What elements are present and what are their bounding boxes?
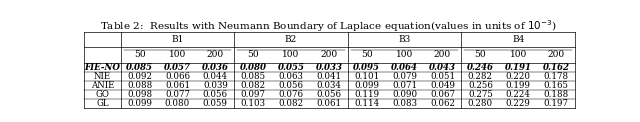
Text: 100: 100 [509,50,527,59]
Text: 0.197: 0.197 [543,99,568,108]
Text: 0.188: 0.188 [543,90,569,99]
Text: 0.080: 0.080 [240,63,267,72]
Text: 0.033: 0.033 [316,63,342,72]
Text: 0.229: 0.229 [506,99,531,108]
Text: 0.056: 0.056 [203,90,228,99]
Text: 50: 50 [361,50,372,59]
Text: Table 2:  Results with Neumann Boundary of Laplace equation(values in units of $: Table 2: Results with Neumann Boundary o… [99,18,557,34]
Text: B2: B2 [285,35,297,44]
Text: 0.275: 0.275 [468,90,493,99]
Text: GO: GO [95,90,109,99]
Text: 0.101: 0.101 [354,72,380,81]
Text: 0.282: 0.282 [468,72,493,81]
Text: 0.055: 0.055 [278,63,305,72]
Text: 200: 200 [434,50,451,59]
Text: 0.067: 0.067 [430,90,455,99]
Text: 0.049: 0.049 [430,81,455,90]
Text: 0.034: 0.034 [316,81,341,90]
Text: 100: 100 [396,50,413,59]
Text: 0.041: 0.041 [316,72,342,81]
Text: 0.082: 0.082 [278,99,303,108]
Text: 50: 50 [474,50,486,59]
Text: 0.064: 0.064 [391,63,418,72]
Text: 0.077: 0.077 [165,90,190,99]
Text: 50: 50 [248,50,259,59]
Text: 0.080: 0.080 [165,99,190,108]
Text: 0.036: 0.036 [202,63,229,72]
Text: 0.056: 0.056 [316,90,341,99]
Text: B4: B4 [512,35,524,44]
Text: NIE: NIE [93,72,111,81]
Text: 0.044: 0.044 [203,72,228,81]
Text: 0.178: 0.178 [543,72,568,81]
Text: 200: 200 [547,50,564,59]
Text: 0.088: 0.088 [127,81,152,90]
Text: 0.066: 0.066 [165,72,190,81]
Text: 0.085: 0.085 [241,72,266,81]
Text: B1: B1 [172,35,184,44]
Text: 0.280: 0.280 [468,99,493,108]
Text: 0.083: 0.083 [392,99,417,108]
Text: 0.056: 0.056 [278,81,303,90]
Text: 0.051: 0.051 [430,72,455,81]
Text: 50: 50 [134,50,145,59]
Text: 0.057: 0.057 [164,63,191,72]
Text: 0.095: 0.095 [353,63,380,72]
Text: 0.246: 0.246 [467,63,494,72]
Text: 0.092: 0.092 [127,72,152,81]
Text: 200: 200 [207,50,224,59]
Text: 0.191: 0.191 [505,63,532,72]
Text: 0.256: 0.256 [468,81,493,90]
Text: 0.079: 0.079 [392,72,417,81]
Text: 100: 100 [169,50,186,59]
Text: 0.097: 0.097 [241,90,266,99]
Text: 0.099: 0.099 [127,99,152,108]
Text: 0.071: 0.071 [392,81,417,90]
Text: 0.061: 0.061 [316,99,342,108]
Text: 0.082: 0.082 [241,81,266,90]
Text: 0.114: 0.114 [354,99,380,108]
Text: 0.062: 0.062 [430,99,455,108]
Text: 0.061: 0.061 [165,81,190,90]
Text: B3: B3 [399,35,411,44]
Text: 200: 200 [321,50,337,59]
Text: 0.090: 0.090 [392,90,417,99]
Text: 0.063: 0.063 [278,72,303,81]
Text: 0.162: 0.162 [543,63,570,72]
Text: 0.099: 0.099 [355,81,380,90]
Text: ANIE: ANIE [91,81,114,90]
Text: 0.098: 0.098 [127,90,152,99]
Text: 0.043: 0.043 [429,63,456,72]
Text: 0.224: 0.224 [506,90,531,99]
Text: 100: 100 [282,50,300,59]
Text: 0.085: 0.085 [126,63,153,72]
Text: FIE-NO: FIE-NO [84,63,120,72]
Text: 0.165: 0.165 [543,81,568,90]
Text: 0.103: 0.103 [241,99,266,108]
Text: 0.039: 0.039 [203,81,228,90]
Text: 0.076: 0.076 [278,90,303,99]
Text: 0.119: 0.119 [354,90,380,99]
Text: 0.220: 0.220 [506,72,531,81]
Text: GL: GL [96,99,109,108]
Text: 0.199: 0.199 [506,81,531,90]
Text: 0.059: 0.059 [203,99,228,108]
